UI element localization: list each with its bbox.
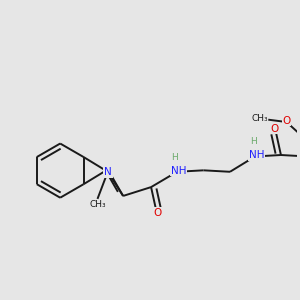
Text: H: H — [171, 153, 177, 162]
Text: CH₃: CH₃ — [251, 114, 268, 123]
Text: N: N — [104, 167, 112, 177]
Text: H: H — [250, 137, 257, 146]
Text: O: O — [154, 208, 162, 218]
Text: O: O — [270, 124, 278, 134]
Text: NH: NH — [249, 150, 264, 160]
Text: O: O — [282, 116, 291, 126]
Text: CH₃: CH₃ — [89, 200, 106, 209]
Text: NH: NH — [171, 166, 186, 176]
